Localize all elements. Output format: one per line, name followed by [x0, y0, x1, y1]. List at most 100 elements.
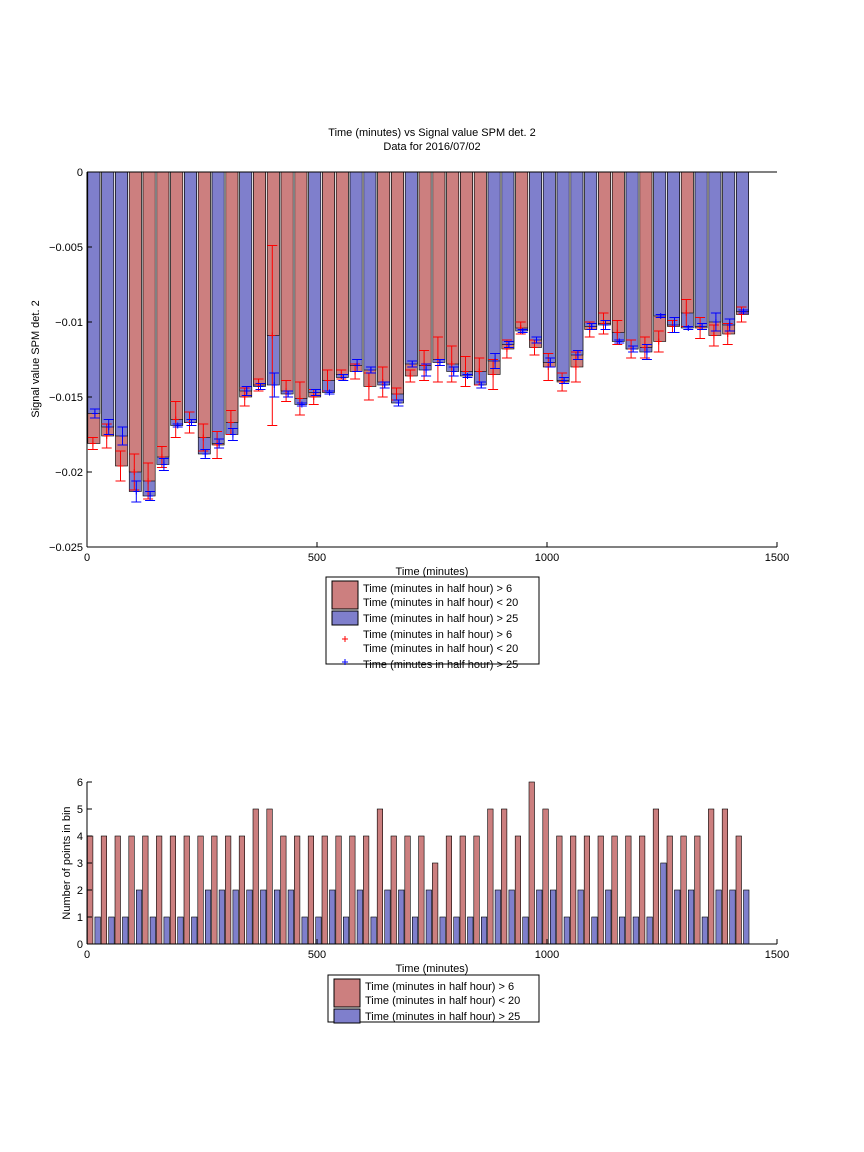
- signal-y-tick-label: 0: [77, 167, 83, 179]
- blue-bar: [736, 171, 749, 312]
- count-blue-bar: [163, 916, 170, 945]
- red-bar: [170, 171, 184, 420]
- blue-bar: [694, 171, 708, 327]
- count-blue-bar: [660, 862, 667, 945]
- count-red-bar: [487, 808, 494, 945]
- signal-y-tick-label: −0.01: [55, 317, 83, 329]
- count-blue-bar: [522, 916, 529, 945]
- count-red-bar: [376, 808, 384, 945]
- count-blue-bar: [191, 916, 198, 945]
- count-red-bar: [197, 835, 204, 945]
- count-red-bar: [418, 835, 425, 945]
- count-blue-bar: [536, 889, 543, 945]
- count-red-bar: [666, 835, 673, 945]
- blue-bar: [308, 171, 322, 393]
- count-blue-bar: [356, 889, 363, 945]
- signal-x-tick-label: 0: [84, 552, 90, 564]
- blue-bar: [211, 171, 225, 444]
- count-red-bar: [721, 808, 729, 945]
- count-legend-label: Time (minutes in half hour) < 20: [365, 995, 520, 1007]
- count-blue-bar: [370, 916, 377, 945]
- red-bar: [432, 171, 446, 360]
- count-x-tick-label: 1500: [765, 949, 789, 961]
- count-red-bar: [556, 835, 563, 945]
- count-red-bar: [321, 835, 328, 945]
- signal-legend-box: [325, 576, 540, 665]
- count-blue-bar: [108, 916, 115, 945]
- count-blue-bar: [398, 889, 405, 945]
- signal-chart: Time (minutes) vs Signal value SPM det. …: [30, 127, 789, 671]
- count-red-bar: [280, 835, 287, 945]
- count-blue-bar: [205, 889, 212, 945]
- count-blue-bar: [632, 916, 639, 945]
- count-red-bar: [294, 835, 301, 945]
- blue-bar: [584, 171, 598, 327]
- count-blue-bar: [701, 916, 708, 945]
- signal-legend-label: Time (minutes in half hour) > 25: [363, 613, 518, 625]
- count-legend-box: [327, 974, 540, 1023]
- count-blue-bar: [453, 916, 460, 945]
- count-red-bar: [514, 835, 522, 945]
- red-bar: [280, 171, 294, 392]
- count-x-tick-label: 500: [308, 949, 326, 961]
- count-red-bar: [597, 835, 604, 945]
- count-blue-bar: [232, 889, 239, 945]
- count-red-bar: [404, 835, 411, 945]
- red-bar: [156, 171, 170, 458]
- red-bar: [335, 171, 349, 375]
- count-blue-bar: [273, 889, 281, 945]
- count-blue-bar: [136, 889, 143, 945]
- red-bar: [322, 171, 335, 381]
- signal-legend-label: Time (minutes in half hour) > 25: [363, 659, 518, 671]
- count-blue-bar: [715, 889, 722, 945]
- count-red-bar: [390, 835, 397, 945]
- count-y-tick-label: 4: [77, 831, 83, 843]
- count-red-bar: [169, 835, 176, 945]
- red-bar: [418, 171, 432, 366]
- count-red-bar: [335, 835, 342, 945]
- count-blue-bar: [467, 916, 474, 945]
- blue-bar: [653, 171, 667, 317]
- signal-legend-label: Time (minutes in half hour) < 20: [363, 597, 518, 609]
- count-plot-area: 0 500 1000 1500 0 1 2 3 4 5 6: [77, 777, 789, 961]
- count-blue-bar: [301, 916, 308, 945]
- blue-bar: [625, 171, 639, 350]
- blue-bar: [349, 171, 363, 366]
- blue-bar: [570, 171, 584, 356]
- red-bar: [515, 171, 529, 329]
- count-legend-label: Time (minutes in half hour) > 6: [365, 981, 514, 993]
- red-bar: [142, 171, 156, 482]
- count-red-bar: [652, 808, 660, 945]
- red-bar: [460, 171, 473, 372]
- count-blue-bar: [729, 889, 736, 945]
- signal-plot-area: 0 500 1000 1500 0 −0.005 −0.01 −0.015 −0.02 −0.02…: [49, 167, 789, 564]
- count-blue-bar: [494, 889, 501, 945]
- count-red-bar: [583, 835, 591, 945]
- count-red-bar: [501, 808, 508, 945]
- count-blue-bar: [508, 889, 515, 945]
- count-x-axis-label: Time (minutes): [396, 963, 469, 975]
- blue-bar: [487, 171, 501, 362]
- blue-bar: [87, 171, 101, 414]
- red-bar: [294, 171, 308, 399]
- signal-legend-swatch: [331, 580, 359, 610]
- count-red-bar: [349, 835, 356, 945]
- blue-bar: [722, 171, 736, 326]
- count-blue-bar: [743, 889, 750, 945]
- red-bar: [680, 171, 694, 314]
- signal-x-tick-label: 1000: [535, 552, 559, 564]
- count-blue-bar: [605, 889, 612, 945]
- blue-bar: [667, 171, 680, 326]
- count-blue-bar: [687, 889, 695, 945]
- count-red-bar: [708, 808, 715, 945]
- blue-bar: [363, 171, 377, 371]
- count-red-bar: [639, 835, 646, 945]
- count-blue-bar: [618, 916, 626, 945]
- blue-bar: [184, 171, 197, 423]
- count-blue-bar: [218, 889, 225, 945]
- signal-x-tick-label: 1500: [765, 552, 789, 564]
- count-blue-bar: [287, 889, 294, 945]
- signal-legend-label: Time (minutes in half hour) > 6: [363, 629, 512, 641]
- count-blue-bar: [646, 916, 653, 945]
